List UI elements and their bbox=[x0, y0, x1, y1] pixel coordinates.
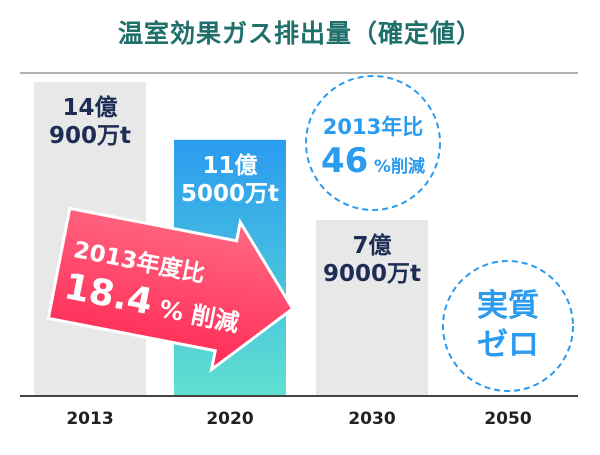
bar-label-2030-line2: 9000万t bbox=[323, 261, 421, 287]
circle-2050: 実質 ゼロ bbox=[442, 260, 574, 392]
circle-2050-line1: 実質 bbox=[477, 288, 539, 324]
arrow-shape bbox=[46, 206, 295, 373]
circle-2050-line2: ゼロ bbox=[477, 327, 539, 363]
bar-label-2030-line1: 7億 bbox=[352, 232, 391, 259]
bar-label-2020-line1: 11億 bbox=[202, 152, 257, 179]
x-tick-2020: 2020 bbox=[206, 409, 253, 429]
x-tick-2013: 2013 bbox=[66, 409, 113, 429]
circle-2030: 2013年比 46 %削減 bbox=[305, 75, 441, 211]
bar-label-2013-line2: 900万t bbox=[49, 123, 131, 149]
circle-2050-outline bbox=[442, 260, 574, 392]
x-tick-2050: 2050 bbox=[484, 409, 531, 429]
chart-title: 温室効果ガス排出量（確定値） bbox=[117, 19, 482, 48]
reduction-arrow: 2013年度比 18.4 % 削減 bbox=[46, 206, 295, 373]
bar-label-2013-line1: 14億 bbox=[62, 94, 117, 121]
circle-2030-line1: 2013年比 bbox=[323, 115, 423, 139]
circle-2030-line2: 46 %削減 bbox=[321, 141, 425, 181]
circle-2030-outline bbox=[305, 75, 441, 211]
bar-label-2020-line2: 5000万t bbox=[181, 181, 279, 207]
bar-2030 bbox=[316, 220, 428, 396]
circle-2030-line1-text: 2013年比 bbox=[323, 115, 423, 139]
circle-2030-number: 46 bbox=[321, 141, 368, 181]
circle-2030-unit: %削減 bbox=[374, 156, 425, 177]
x-tick-2030: 2030 bbox=[348, 409, 395, 429]
